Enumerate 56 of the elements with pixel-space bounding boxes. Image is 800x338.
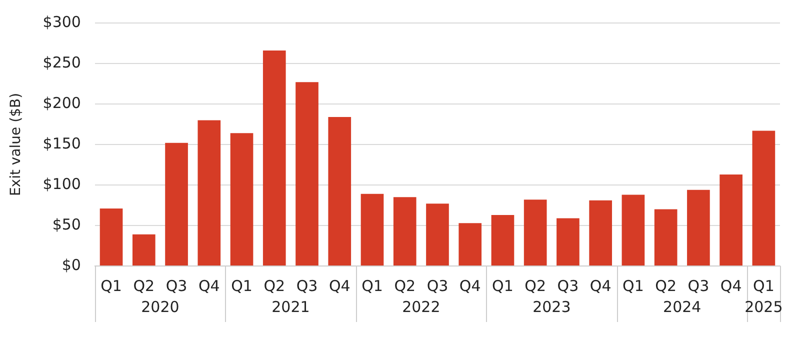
y-axis-title: Exit value ($B) bbox=[8, 92, 24, 196]
y-tick-label: $200 bbox=[42, 94, 81, 112]
bar bbox=[328, 116, 352, 266]
x-tick-label: Q4 bbox=[590, 276, 612, 295]
x-tick-label: Q3 bbox=[296, 276, 318, 295]
text: 2022 bbox=[402, 298, 440, 316]
bar bbox=[230, 133, 254, 266]
x-tick-label: Q4 bbox=[198, 276, 220, 295]
x-tick-label: Q2 bbox=[133, 276, 155, 295]
text: 2020 bbox=[141, 298, 180, 316]
y-tick-label: $0 bbox=[62, 256, 81, 274]
bar bbox=[589, 200, 612, 266]
x-tick-label: Q4 bbox=[328, 276, 350, 295]
y-tick-label: $150 bbox=[42, 134, 81, 152]
x-tick-label: Q1 bbox=[622, 276, 644, 295]
bar bbox=[524, 200, 547, 266]
x-tick-label: Q1 bbox=[100, 276, 122, 295]
text: 2025 bbox=[744, 298, 783, 316]
x-tick-label: Q1 bbox=[753, 276, 774, 295]
y-tick-label: $100 bbox=[42, 174, 81, 193]
bar bbox=[393, 197, 416, 266]
bar bbox=[198, 120, 221, 266]
x-tick-label: Q3 bbox=[688, 276, 710, 295]
bar bbox=[720, 174, 742, 266]
y-tick-label: $300 bbox=[42, 12, 81, 31]
text: 2021 bbox=[272, 298, 310, 316]
bar bbox=[491, 214, 514, 266]
x-tick-label: Q3 bbox=[557, 276, 579, 295]
text: 2023 bbox=[532, 298, 571, 316]
bar bbox=[360, 194, 384, 266]
x-tick-label: Q2 bbox=[394, 276, 416, 295]
x-tick-label: Q3 bbox=[426, 276, 448, 295]
bar bbox=[262, 50, 286, 266]
y-tick-label: $50 bbox=[52, 215, 81, 234]
bar bbox=[752, 130, 776, 266]
bar bbox=[654, 209, 678, 266]
x-tick-label: Q4 bbox=[459, 276, 481, 295]
bar bbox=[556, 218, 580, 266]
bar bbox=[132, 234, 156, 266]
x-tick-label: Q4 bbox=[720, 276, 742, 295]
x-tick-label: Q2 bbox=[264, 276, 286, 295]
text: 2024 bbox=[663, 298, 702, 316]
x-tick-label: Q1 bbox=[231, 276, 252, 295]
bar bbox=[622, 194, 645, 266]
x-tick-label: Q1 bbox=[492, 276, 514, 295]
bar bbox=[100, 208, 123, 266]
bar bbox=[165, 142, 188, 266]
bar bbox=[458, 223, 482, 266]
y-tick-label: $250 bbox=[42, 53, 81, 72]
x-tick-label: Q3 bbox=[166, 276, 188, 295]
x-tick-label: Q2 bbox=[524, 276, 546, 295]
x-tick-label: Q2 bbox=[655, 276, 677, 295]
bar bbox=[426, 204, 449, 266]
bar bbox=[687, 190, 710, 266]
bar bbox=[296, 82, 318, 266]
x-tick-label: Q1 bbox=[362, 276, 383, 295]
